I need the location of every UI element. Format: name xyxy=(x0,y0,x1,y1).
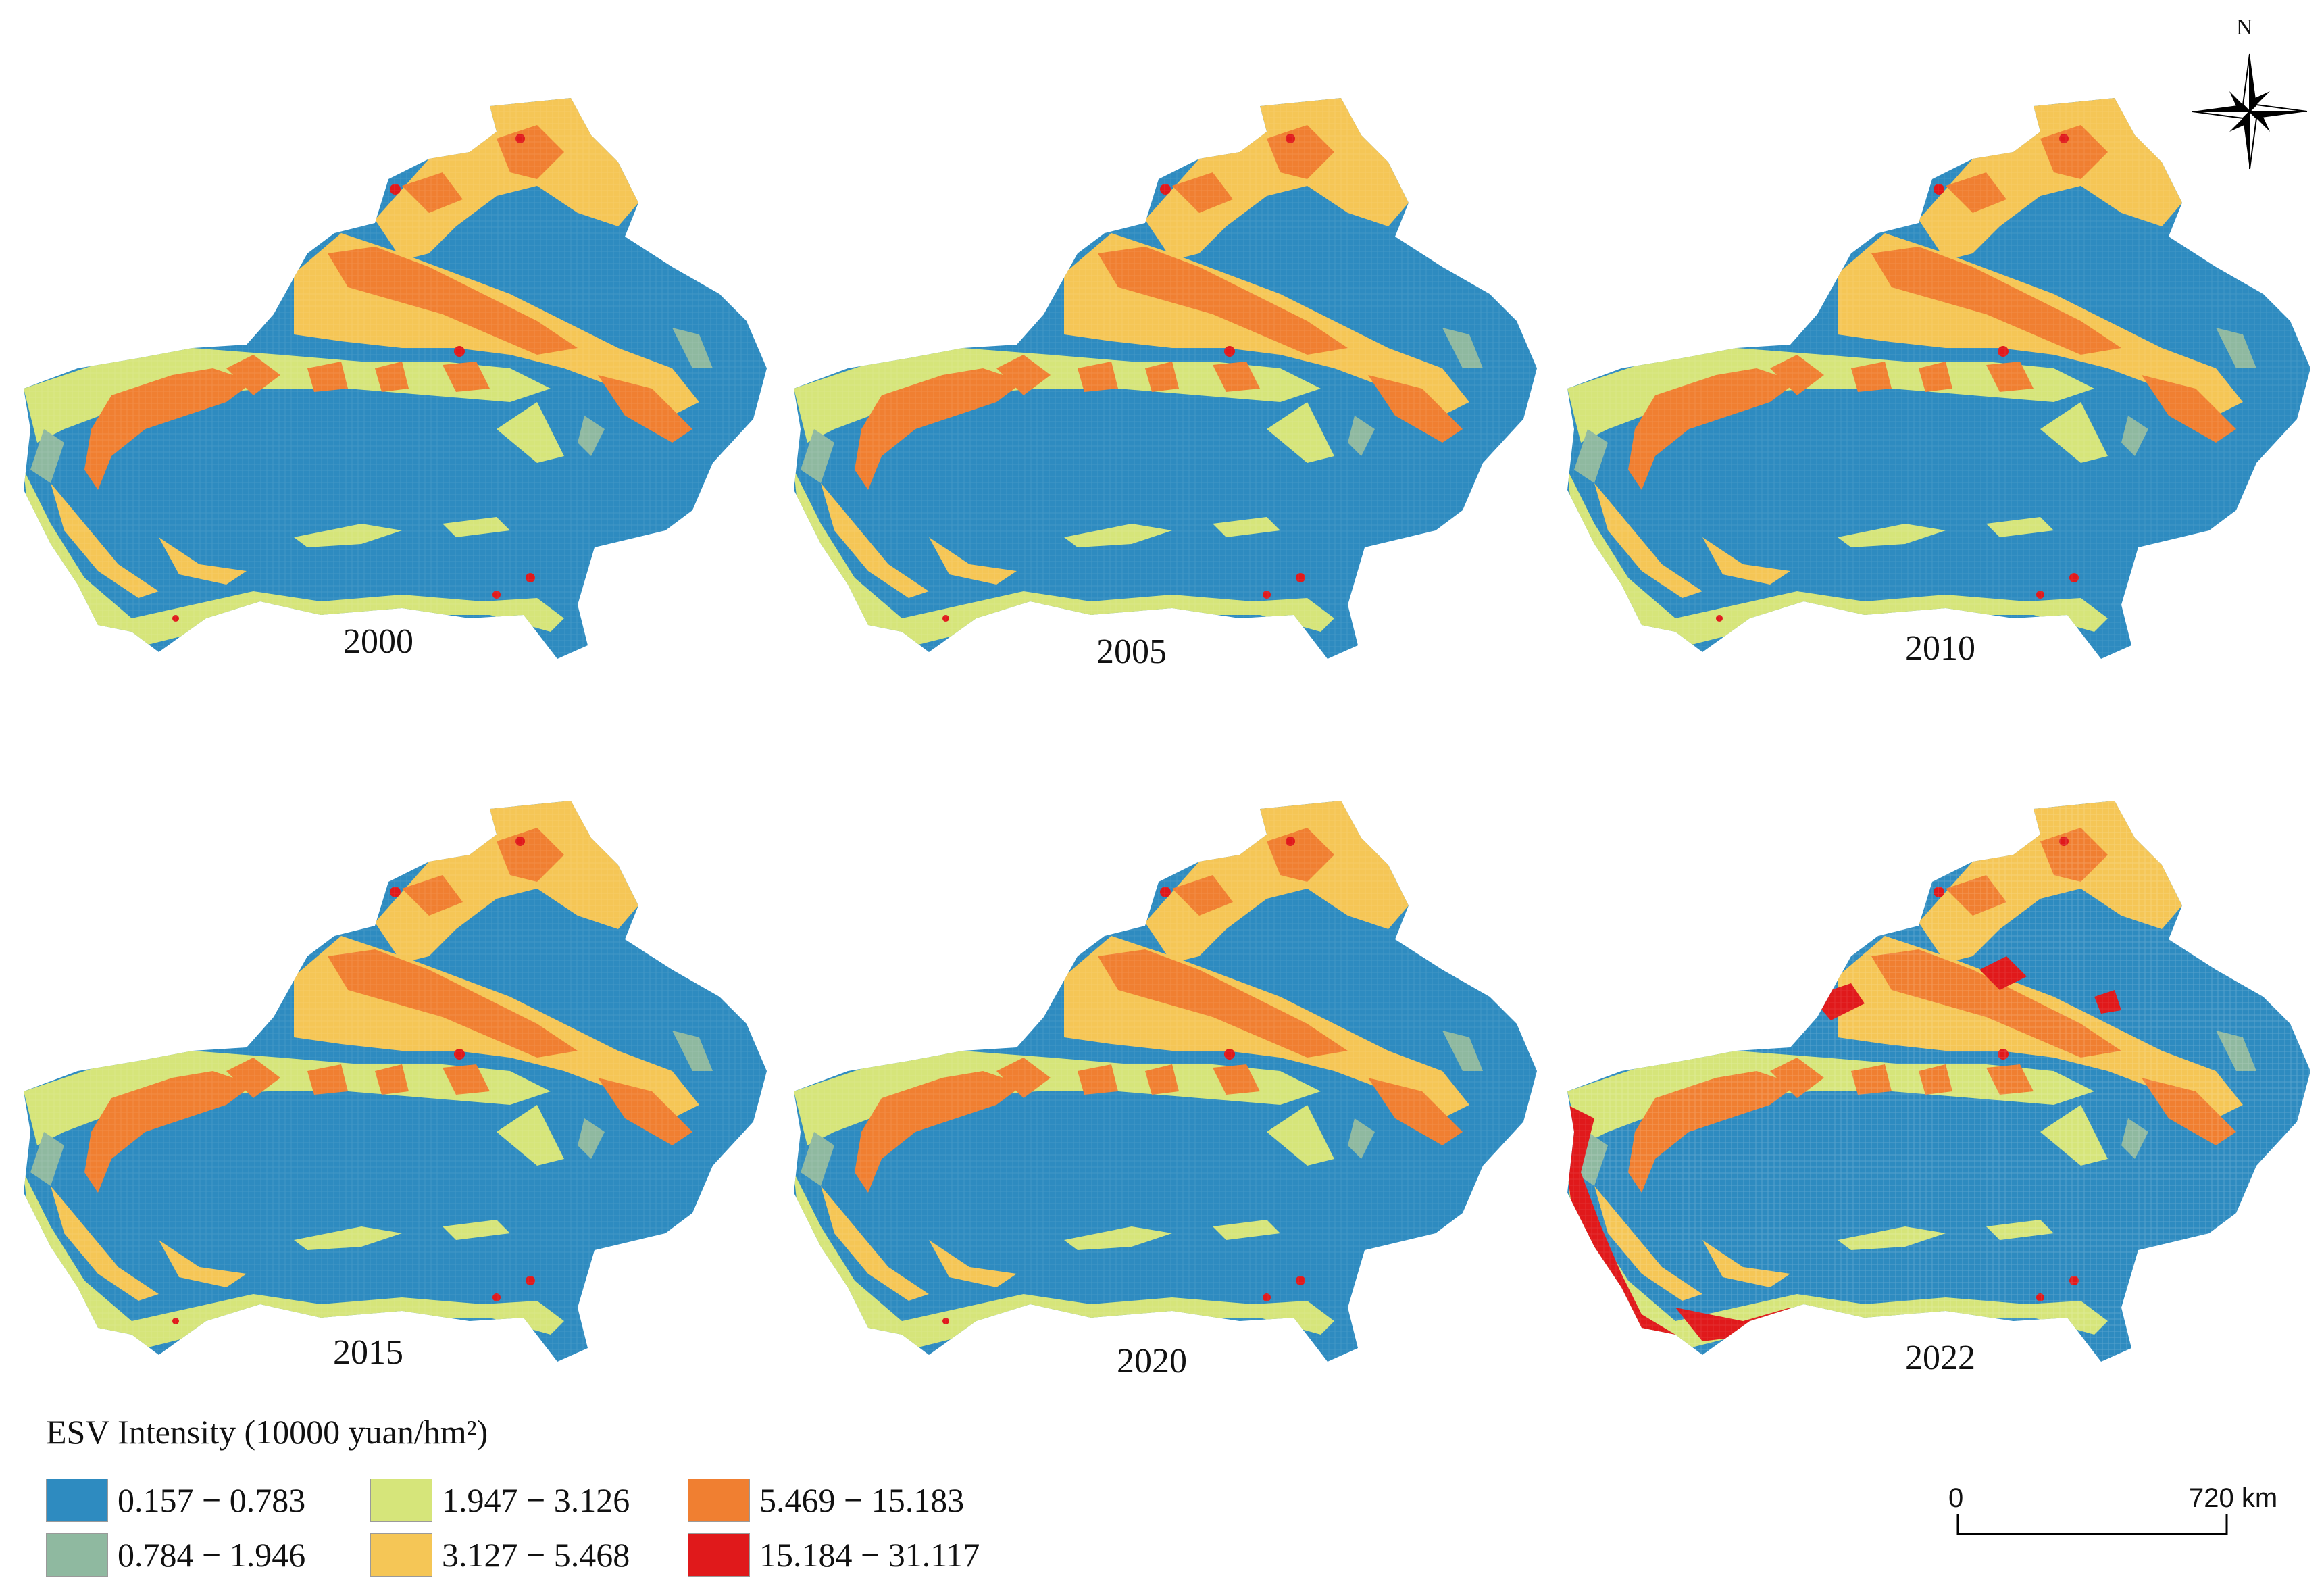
panel-label-2020: 2020 xyxy=(1117,1342,1187,1381)
map-panel-2000 xyxy=(24,51,767,659)
legend-item-4: 3.127 − 5.468 xyxy=(370,1533,630,1577)
legend-item-6: 15.184 − 31.117 xyxy=(688,1533,980,1577)
map-panel-2010 xyxy=(1567,51,2310,659)
map-panel-2022 xyxy=(1567,753,2310,1362)
legend-item-1: 0.157 − 0.783 xyxy=(46,1478,305,1522)
legend-range-4: 3.127 − 5.468 xyxy=(442,1536,630,1574)
map-panel-2005 xyxy=(794,51,1537,659)
legend-swatch-5 xyxy=(688,1479,750,1522)
north-arrow-icon xyxy=(2192,53,2308,170)
scale-bar-end-label: 720 km xyxy=(2189,1483,2278,1513)
panel-label-2010: 2010 xyxy=(1905,629,1975,668)
legend-swatch-1 xyxy=(46,1479,108,1522)
legend-item-5: 5.469 − 15.183 xyxy=(688,1478,964,1522)
scale-bar xyxy=(1956,1514,2228,1535)
map-panel-2015 xyxy=(24,753,767,1362)
map-panel-2020 xyxy=(794,753,1537,1362)
north-label: N xyxy=(2236,15,2253,40)
legend-range-3: 1.947 − 3.126 xyxy=(442,1481,630,1519)
legend-item-3: 1.947 − 3.126 xyxy=(370,1478,630,1522)
panel-label-2015: 2015 xyxy=(333,1333,403,1372)
panel-label-2022: 2022 xyxy=(1905,1339,1975,1377)
scale-bar-start-label: 0 xyxy=(1948,1483,1964,1513)
legend-range-1: 0.157 − 0.783 xyxy=(118,1481,306,1519)
legend-range-2: 0.784 − 1.946 xyxy=(118,1536,306,1574)
legend-title: ESV Intensity (10000 yuan/hm²) xyxy=(46,1413,488,1451)
legend-swatch-6 xyxy=(688,1533,750,1577)
legend-swatch-4 xyxy=(370,1533,432,1577)
legend-range-6: 15.184 − 31.117 xyxy=(759,1536,980,1574)
panel-label-2000: 2000 xyxy=(343,622,413,661)
panel-label-2005: 2005 xyxy=(1096,632,1167,671)
legend-item-2: 0.784 − 1.946 xyxy=(46,1533,305,1577)
legend-swatch-3 xyxy=(370,1479,432,1522)
legend-swatch-2 xyxy=(46,1533,108,1577)
legend-range-5: 5.469 − 15.183 xyxy=(759,1481,965,1519)
